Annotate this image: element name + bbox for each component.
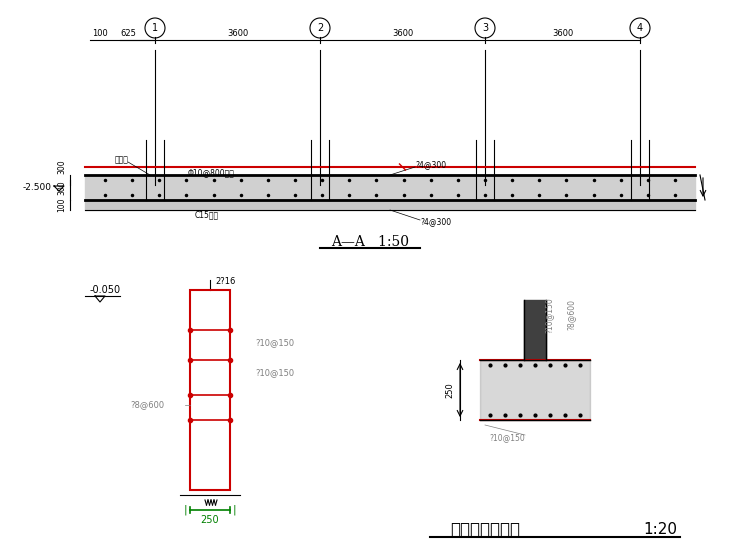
Text: 3: 3 xyxy=(482,23,488,33)
Text: A—A   1:50: A—A 1:50 xyxy=(331,235,409,249)
Text: C15垫层: C15垫层 xyxy=(195,210,219,220)
Text: 100: 100 xyxy=(57,198,67,213)
Text: 625: 625 xyxy=(120,29,136,39)
Text: |: | xyxy=(183,505,187,515)
Text: ?8@600: ?8@600 xyxy=(567,300,576,331)
Text: |: | xyxy=(233,505,237,515)
Text: -0.050: -0.050 xyxy=(90,285,121,295)
Text: ?4@300: ?4@300 xyxy=(415,161,446,169)
Text: ?4@300: ?4@300 xyxy=(420,217,451,226)
Text: 3600: 3600 xyxy=(227,29,248,39)
Text: 100: 100 xyxy=(92,29,108,39)
Text: Φ10@800双向: Φ10@800双向 xyxy=(188,168,235,178)
Text: 钢筋砼墙配筋图: 钢筋砼墙配筋图 xyxy=(450,521,520,539)
Text: 3600: 3600 xyxy=(552,29,573,39)
Text: 300: 300 xyxy=(57,180,67,195)
Text: ?10@150: ?10@150 xyxy=(489,433,525,443)
Text: 2: 2 xyxy=(317,23,323,33)
Text: ?10@150: ?10@150 xyxy=(255,369,294,378)
Text: 250: 250 xyxy=(201,515,219,525)
Text: 2?16: 2?16 xyxy=(215,278,235,286)
Text: 1: 1 xyxy=(152,23,158,33)
Text: ?10@150: ?10@150 xyxy=(545,297,554,333)
Bar xyxy=(190,290,230,490)
Text: 300: 300 xyxy=(57,160,67,174)
Text: ?8@600: ?8@600 xyxy=(130,401,164,410)
Text: 3600: 3600 xyxy=(392,29,413,39)
Text: 1:20: 1:20 xyxy=(643,523,677,538)
Text: 施工缝: 施工缝 xyxy=(115,156,129,164)
Text: 4: 4 xyxy=(637,23,643,33)
Text: -2.500: -2.500 xyxy=(23,183,52,193)
Text: 250: 250 xyxy=(446,382,454,398)
Text: ?10@150: ?10@150 xyxy=(255,338,294,348)
